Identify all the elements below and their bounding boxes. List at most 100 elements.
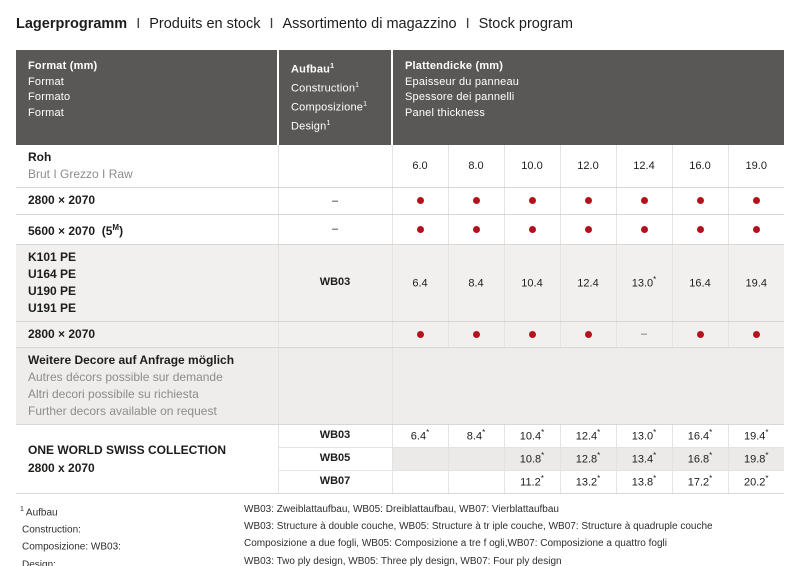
- thickness-value-empty: [447, 447, 504, 471]
- row-label-weitere: Weitere Decore auf Anfrage möglich Autre…: [16, 347, 278, 425]
- footnote-row: Design: WB03: Two ply design, WB05: Thre…: [16, 555, 784, 566]
- aufbau-cell: WB07: [277, 470, 393, 494]
- footnote-label: Design:: [22, 558, 56, 566]
- row-2800-k101: 2800 × 2070 –: [16, 321, 784, 348]
- row-oneworld-wb07: WB07 11.2* 13.2* 13.8* 17.2* 20.2*: [16, 470, 784, 494]
- header-format: Format (mm) Format Formato Format: [16, 50, 278, 145]
- header-aufbau: Aufbau1 Construction1 Composizione1 Desi…: [277, 50, 392, 145]
- thickness-value: 6.4: [391, 244, 448, 322]
- row-label-k101-group: K101 PE U164 PE U190 PE U191 PE: [16, 244, 278, 322]
- footnote-text: Composizione a due fogli, WB05: Composiz…: [244, 538, 667, 550]
- availability-cell: [559, 321, 616, 348]
- aufbau-cell: [277, 144, 393, 188]
- availability-cell: [727, 187, 784, 215]
- availability-cell: [447, 187, 504, 215]
- availability-cell: [559, 187, 616, 215]
- thickness-value: 10.4: [503, 244, 560, 322]
- row-label-2800: 2800 × 2070: [28, 326, 96, 341]
- thickness-value: 17.2*: [671, 470, 728, 494]
- row-5600-roh: 5600 × 2070 (5M) –: [16, 214, 784, 245]
- thickness-value-empty: [447, 470, 504, 494]
- in-stock-dot-icon: [416, 225, 424, 233]
- thickness-value: 13.0*: [615, 244, 672, 322]
- thickness-value: 19.4: [727, 244, 784, 322]
- in-stock-dot-icon: [696, 330, 704, 338]
- thickness-value: 19.0: [727, 144, 784, 188]
- title-en: Stock program: [478, 16, 573, 32]
- in-stock-dot-icon: [416, 330, 424, 338]
- aufbau-cell: [277, 321, 393, 348]
- in-stock-dot-icon: [528, 225, 536, 233]
- aufbau-cell: WB05: [277, 447, 393, 471]
- table-header-row: Format (mm) Format Formato Format Aufbau…: [16, 50, 784, 145]
- thickness-value: 19.8*: [727, 447, 784, 471]
- thickness-value: 16.8*: [671, 447, 728, 471]
- in-stock-dot-icon: [640, 197, 648, 205]
- stock-program-table: Format (mm) Format Formato Format Aufbau…: [16, 50, 784, 494]
- in-stock-dot-icon: [752, 330, 760, 338]
- title-fr: Produits en stock: [149, 16, 261, 32]
- thickness-value: 12.4: [559, 244, 616, 322]
- empty-thickness-area: [391, 347, 784, 425]
- thickness-value: 16.4*: [671, 424, 728, 448]
- row-oneworld-wb05: WB05 10.8* 12.8* 13.4* 16.8* 19.8*: [16, 447, 784, 471]
- title-de: Lagerprogramm: [16, 16, 128, 32]
- availability-cell: –: [615, 321, 672, 348]
- in-stock-dot-icon: [472, 330, 480, 338]
- availability-cell: [615, 187, 672, 215]
- in-stock-dot-icon: [584, 197, 592, 205]
- availability-cell: [503, 321, 560, 348]
- row-k101-group: K101 PE U164 PE U190 PE U191 PE WB03 6.4…: [16, 244, 784, 322]
- title-separator: I: [269, 16, 274, 32]
- availability-cell: [503, 214, 560, 245]
- page-title: Lagerprogramm I Produits en stock I Assortim…: [16, 14, 784, 34]
- in-stock-dot-icon: [528, 330, 536, 338]
- footnote-row: Construction: WB03: Structure à double c…: [16, 520, 784, 537]
- availability-cell: [671, 187, 728, 215]
- thickness-value: 16.0: [671, 144, 728, 188]
- in-stock-dot-icon: [584, 225, 592, 233]
- thickness-value: 13.4*: [615, 447, 672, 471]
- thickness-value: 10.0: [503, 144, 560, 188]
- footnotes: 1 Aufbau WB03: Zweiblattaufbau, WB05: Dre…: [16, 503, 784, 566]
- thickness-value: 16.4: [671, 244, 728, 322]
- thickness-value-empty: [391, 447, 448, 471]
- in-stock-dot-icon: [752, 197, 760, 205]
- row-label-oneworld: ONE WORLD SWISS COLLECTION 2800 x 2070: [16, 424, 278, 494]
- thickness-value: 13.0*: [615, 424, 672, 448]
- thickness-value: 6.4*: [391, 424, 448, 448]
- in-stock-dot-icon: [640, 225, 648, 233]
- aufbau-cell: –: [277, 187, 393, 215]
- availability-cell: [671, 321, 728, 348]
- row-oneworld-wb03: ONE WORLD SWISS COLLECTION 2800 x 2070 W…: [16, 424, 784, 494]
- in-stock-dot-icon: [584, 330, 592, 338]
- thickness-value: 8.4*: [447, 424, 504, 448]
- footnote-text: WB03: Zweiblattaufbau, WB05: Dreiblattau…: [244, 503, 559, 515]
- thickness-value-empty: [391, 470, 448, 494]
- footnote-label: Construction:: [22, 524, 81, 536]
- aufbau-cell: WB03: [277, 424, 393, 448]
- in-stock-dot-icon: [416, 197, 424, 205]
- thickness-value: 20.2*: [727, 470, 784, 494]
- in-stock-dot-icon: [472, 225, 480, 233]
- thickness-value: 13.8*: [615, 470, 672, 494]
- aufbau-cell: WB03: [277, 244, 393, 322]
- thickness-value: 8.0: [447, 144, 504, 188]
- thickness-value: 19.4*: [727, 424, 784, 448]
- thickness-value: 12.8*: [559, 447, 616, 471]
- in-stock-dot-icon: [696, 225, 704, 233]
- in-stock-dot-icon: [752, 225, 760, 233]
- footnote-text: WB03: Two ply design, WB05: Three ply de…: [244, 555, 562, 566]
- in-stock-dot-icon: [472, 197, 480, 205]
- row-label-roh: Roh Brut I Grezzo I Raw: [16, 144, 278, 188]
- thickness-value: 13.2*: [559, 470, 616, 494]
- availability-cell: [559, 214, 616, 245]
- thickness-value: 8.4: [447, 244, 504, 322]
- availability-cell: [727, 214, 784, 245]
- row-weitere-decore: Weitere Decore auf Anfrage möglich Autre…: [16, 347, 784, 425]
- availability-cell: [615, 214, 672, 245]
- footnote-row: Composizione: WB03: Composizione a due f…: [16, 537, 784, 554]
- thickness-value: 10.8*: [503, 447, 560, 471]
- row-roh: Roh Brut I Grezzo I Raw 6.0 8.0 10.0 12.…: [16, 144, 784, 188]
